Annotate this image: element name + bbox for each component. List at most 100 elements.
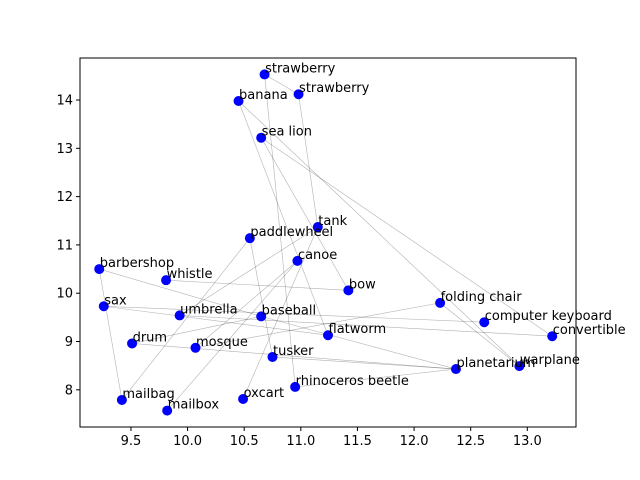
edges-layer bbox=[98, 74, 553, 411]
point-label: baseball bbox=[262, 303, 316, 318]
data-point bbox=[244, 233, 255, 244]
point-label: flatworm bbox=[329, 322, 387, 337]
point-label: whistle bbox=[167, 267, 213, 282]
point-label: mosque bbox=[196, 335, 248, 350]
data-point bbox=[256, 132, 267, 143]
data-point bbox=[547, 331, 558, 342]
y-tick-label: 11 bbox=[56, 238, 73, 253]
points-layer bbox=[94, 69, 558, 416]
point-label: banana bbox=[239, 88, 288, 103]
point-label: computer keyboard bbox=[485, 309, 612, 324]
data-point bbox=[323, 330, 333, 341]
data-point bbox=[161, 275, 172, 286]
edge-line bbox=[166, 260, 298, 411]
x-tick-label: 11.0 bbox=[286, 434, 315, 449]
point-label: bow bbox=[349, 277, 376, 292]
edge-line bbox=[261, 316, 457, 370]
edge-line bbox=[238, 100, 520, 367]
edge-line bbox=[261, 137, 553, 337]
x-tick-label: 13.0 bbox=[513, 434, 542, 449]
data-point bbox=[116, 394, 127, 405]
data-point bbox=[312, 222, 323, 233]
edge-line bbox=[195, 260, 298, 349]
data-point bbox=[292, 255, 303, 266]
point-label: strawberry bbox=[299, 81, 370, 96]
y-tick-label: 10 bbox=[56, 287, 73, 302]
edge-line bbox=[179, 315, 553, 337]
point-label: rhinoceros beetle bbox=[296, 374, 409, 389]
point-label: warplane bbox=[520, 353, 580, 368]
data-point bbox=[233, 95, 244, 106]
edge-line bbox=[132, 316, 262, 344]
edge-line bbox=[132, 343, 456, 370]
data-point bbox=[98, 301, 109, 312]
x-tick-label: 10.0 bbox=[173, 434, 202, 449]
point-label: sea lion bbox=[262, 125, 312, 140]
data-point bbox=[127, 338, 138, 349]
y-tick-label: 12 bbox=[56, 190, 73, 205]
edge-line bbox=[103, 305, 485, 323]
data-point bbox=[190, 342, 201, 353]
data-point bbox=[450, 364, 461, 375]
edge-line bbox=[249, 238, 273, 358]
plot-frame bbox=[79, 57, 577, 428]
edge-line bbox=[260, 137, 349, 291]
point-label: folding chair bbox=[441, 290, 523, 305]
y-tick-label: 9 bbox=[65, 335, 73, 350]
y-tick-label: 8 bbox=[65, 383, 73, 398]
data-point bbox=[293, 89, 304, 100]
point-label: strawberry bbox=[265, 61, 336, 76]
x-tick-label: 12.5 bbox=[456, 434, 485, 449]
data-point bbox=[162, 405, 173, 416]
point-label: barbershop bbox=[100, 256, 174, 271]
edge-line bbox=[439, 302, 520, 367]
point-label: paddlewheel bbox=[250, 225, 333, 240]
labels-layer: strawberry strawberry banana sea lion tankpa… bbox=[100, 61, 626, 412]
edge-line bbox=[121, 237, 251, 401]
data-point bbox=[259, 69, 270, 80]
x-tick-label: 9.5 bbox=[121, 434, 142, 449]
edge-line bbox=[103, 305, 329, 336]
y-tick-label: 13 bbox=[56, 142, 73, 157]
x-tick-label: 10.5 bbox=[230, 434, 259, 449]
point-label: canoe bbox=[298, 248, 337, 263]
point-label: oxcart bbox=[244, 386, 285, 401]
data-point bbox=[479, 317, 490, 328]
data-point bbox=[435, 297, 446, 308]
data-point bbox=[267, 351, 278, 362]
edge-line bbox=[295, 368, 456, 388]
point-label: mailbox bbox=[168, 398, 220, 413]
edge-line bbox=[166, 279, 349, 291]
data-point bbox=[94, 264, 105, 275]
point-label: tank bbox=[318, 214, 347, 229]
edge-line bbox=[298, 94, 319, 228]
data-point bbox=[174, 310, 185, 321]
point-label: mailbag bbox=[122, 387, 174, 402]
edge-line bbox=[99, 268, 262, 317]
data-point bbox=[290, 381, 301, 392]
point-label: drum bbox=[133, 330, 168, 345]
point-label: tusker bbox=[273, 344, 314, 359]
data-point bbox=[238, 393, 249, 404]
edge-line bbox=[195, 302, 441, 349]
point-label: convertible bbox=[553, 323, 626, 338]
data-point bbox=[256, 311, 267, 322]
point-label: sax bbox=[104, 293, 127, 308]
edge-line bbox=[264, 74, 299, 95]
edge-line bbox=[264, 74, 296, 387]
point-label: umbrella bbox=[180, 302, 237, 317]
edge-line bbox=[238, 100, 329, 336]
x-tick-label: 12.0 bbox=[400, 434, 429, 449]
x-tick-label: 11.5 bbox=[343, 434, 372, 449]
edge-line bbox=[242, 226, 319, 400]
point-label: planetarium bbox=[456, 356, 535, 371]
data-point bbox=[343, 285, 354, 296]
axes-layer: 9.5 10.0 10.5 11.0 11.5 12.0 12.5 13.0 8 9 10 11 12 1… bbox=[56, 94, 541, 449]
data-point bbox=[514, 361, 525, 372]
y-tick-label: 14 bbox=[56, 94, 73, 109]
edge-line bbox=[179, 226, 318, 316]
edge-line bbox=[272, 356, 456, 370]
edge-line bbox=[98, 269, 123, 401]
